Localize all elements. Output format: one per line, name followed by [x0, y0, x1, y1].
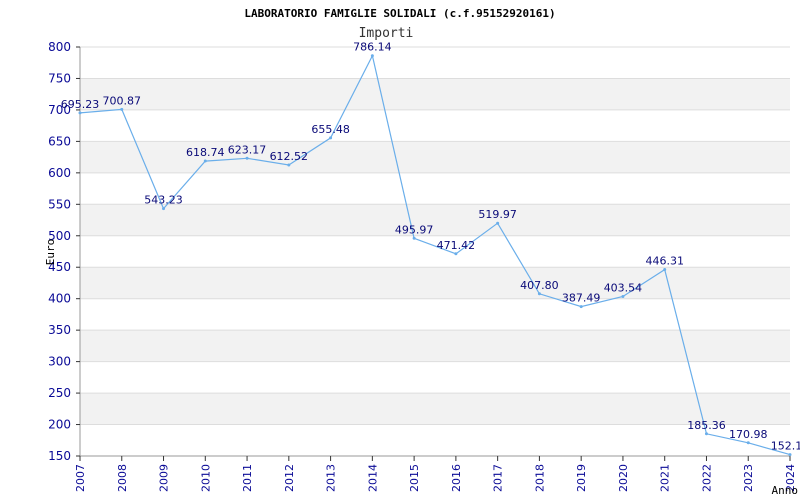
grid-band [80, 330, 790, 362]
data-point [454, 252, 458, 256]
y-tick-label: 700 [48, 103, 71, 117]
x-tick-label: 2021 [659, 464, 672, 492]
y-tick-label: 550 [48, 197, 71, 211]
data-point [287, 163, 291, 167]
grid-band [80, 141, 790, 173]
x-tick-label: 2007 [74, 464, 87, 492]
data-label: 612.52 [270, 150, 309, 163]
x-tick-label: 2020 [617, 464, 630, 492]
data-point [788, 453, 792, 457]
data-point [621, 294, 625, 298]
y-axis-ticks: 150 200 250 300 350 400 450 500 550 600 650 700 750 8… [48, 40, 80, 463]
y-tick-label: 150 [48, 449, 71, 463]
data-point [579, 305, 583, 309]
y-tick-label: 450 [48, 260, 71, 274]
y-tick-label: 350 [48, 323, 71, 337]
data-label: 403.54 [604, 281, 643, 294]
grid-bands [80, 78, 790, 425]
y-tick-label: 200 [48, 418, 71, 432]
x-tick-label: 2018 [533, 464, 546, 492]
grid-band [80, 78, 790, 110]
y-tick-label: 800 [48, 40, 71, 54]
data-point [412, 236, 416, 240]
y-tick-label: 650 [48, 134, 71, 148]
grid-band [80, 393, 790, 425]
grid-lines [79, 46, 790, 457]
y-axis-label: Euro [44, 239, 57, 266]
x-tick-label: 2011 [241, 464, 254, 492]
chart-title: LABORATORIO FAMIGLIE SOLIDALI (c.f.95152… [244, 7, 555, 20]
data-label: 695.23 [61, 98, 100, 111]
data-point [329, 136, 333, 140]
x-tick-label: 2013 [325, 464, 338, 492]
grid-band [80, 267, 790, 299]
data-label: 618.74 [186, 146, 225, 159]
data-label: 185.36 [687, 419, 726, 432]
data-point [537, 292, 541, 296]
x-axis-ticks: 2007 2008 2009 2010 2011 2012 2013 2014 2015 2016… [74, 456, 797, 492]
data-point [663, 268, 667, 272]
data-label: 519.97 [478, 208, 517, 221]
x-tick-label: 2016 [450, 464, 463, 492]
data-label: 387.49 [562, 292, 601, 305]
data-point [78, 111, 82, 115]
data-label: 170.98 [729, 428, 768, 441]
y-tick-label: 400 [48, 292, 71, 306]
data-label: 700.87 [103, 94, 142, 107]
x-tick-label: 2010 [199, 464, 212, 492]
x-tick-label: 2019 [575, 464, 588, 492]
data-label: 495.97 [395, 223, 434, 236]
y-tick-label: 250 [48, 386, 71, 400]
x-tick-label: 2017 [492, 464, 505, 492]
data-point [162, 207, 166, 211]
x-tick-label: 2024 [784, 464, 797, 492]
data-label: 471.42 [437, 239, 476, 252]
data-label: 655.48 [311, 123, 350, 136]
x-tick-label: 2009 [158, 464, 171, 492]
y-tick-label: 750 [48, 71, 71, 85]
x-tick-label: 2015 [408, 464, 421, 492]
series-line [79, 53, 791, 456]
x-tick-label: 2008 [116, 464, 129, 492]
series-importi [78, 53, 792, 457]
data-point [370, 54, 374, 58]
x-tick-label: 2023 [742, 464, 755, 492]
x-tick-label: 2012 [283, 464, 296, 492]
y-tick-label: 600 [48, 166, 71, 180]
x-tick-label: 2022 [700, 464, 713, 492]
chart-subtitle: Importi [359, 26, 414, 41]
data-label: 446.31 [645, 255, 684, 268]
data-point [203, 159, 207, 163]
data-label: 407.80 [520, 279, 559, 292]
data-label: 786.14 [353, 41, 392, 54]
x-axis-label: Anno [772, 484, 799, 497]
data-point [746, 441, 750, 445]
data-label: 152.15 [771, 440, 800, 453]
data-point [245, 156, 249, 160]
data-point [120, 107, 124, 111]
x-tick-label: 2014 [366, 464, 379, 492]
data-point [704, 432, 708, 436]
y-tick-label: 500 [48, 229, 71, 243]
grid-band [80, 204, 790, 236]
data-label: 543.23 [144, 194, 183, 207]
data-point [496, 221, 500, 225]
y-tick-label: 300 [48, 355, 71, 369]
data-label: 623.17 [228, 143, 267, 156]
